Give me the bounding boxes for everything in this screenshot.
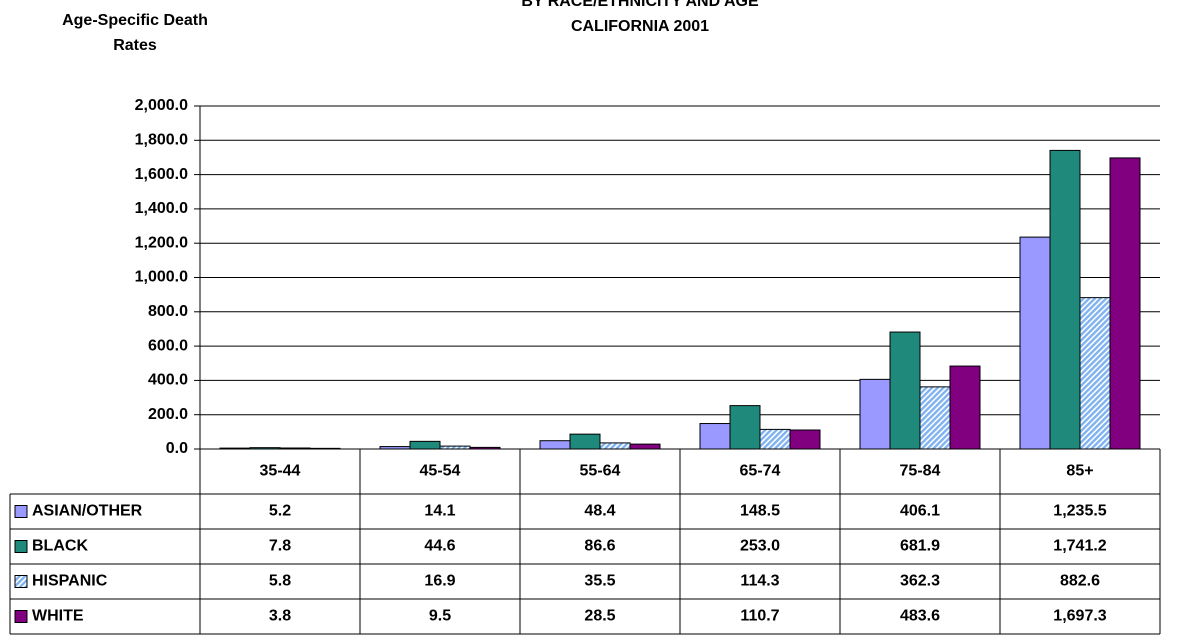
bar [409, 440, 441, 450]
y-tick-label: 400.0 [148, 372, 188, 389]
data-label: 1,741.2 [1053, 538, 1106, 555]
bar [919, 386, 951, 450]
chart-title: BY RACE/ETHNICITY AND AGE [521, 0, 759, 10]
y-tick-label: 1,800.0 [135, 132, 188, 149]
x-tick-label: 65-74 [740, 463, 781, 480]
data-label: 3.8 [269, 608, 291, 625]
legend-swatch [14, 610, 28, 623]
data-label: 44.6 [424, 538, 455, 555]
y-tick-label: 1,000.0 [135, 269, 188, 286]
data-label: 16.9 [424, 573, 455, 590]
bar [1109, 157, 1141, 450]
data-label: 483.6 [900, 608, 940, 625]
bar [789, 429, 821, 450]
bar [1079, 297, 1111, 450]
x-tick-label: 85+ [1066, 463, 1093, 480]
y-tick-label: 0.0 [166, 440, 188, 457]
bar [629, 443, 661, 450]
bar [249, 447, 281, 450]
data-label: 1,235.5 [1053, 503, 1106, 520]
data-label: 28.5 [584, 608, 615, 625]
x-tick-label: 35-44 [260, 463, 301, 480]
data-label: 882.6 [1060, 573, 1100, 590]
data-label: 9.5 [429, 608, 451, 625]
bar [279, 447, 311, 450]
bar [599, 442, 631, 450]
data-label: 14.1 [424, 503, 455, 520]
bar [1019, 236, 1051, 450]
bar [1049, 149, 1081, 450]
data-label: 681.9 [900, 538, 940, 555]
y-axis-label-box: Age-Specific Death Rates [62, 12, 208, 54]
data-label: 1,697.3 [1053, 608, 1106, 625]
data-label: 48.4 [584, 503, 615, 520]
data-label: 35.5 [584, 573, 615, 590]
legend-swatch [14, 540, 28, 553]
y-tick-label: 600.0 [148, 337, 188, 354]
bar [469, 446, 501, 450]
bar [439, 445, 471, 450]
data-label: 7.8 [269, 538, 291, 555]
y-axis-label: Age-Specific Death Rates [62, 12, 208, 54]
bar [729, 405, 761, 450]
bar [699, 423, 731, 450]
legend-label: WHITE [32, 608, 84, 625]
y-tick-label: 200.0 [148, 406, 188, 423]
data-label: 86.6 [584, 538, 615, 555]
bar [379, 446, 411, 450]
y-tick-label: 2,000.0 [135, 97, 188, 114]
y-tick-label: 1,600.0 [135, 166, 188, 183]
y-tick-label: 800.0 [148, 303, 188, 320]
legend-swatch [14, 575, 28, 588]
bar [759, 428, 791, 450]
data-label: 253.0 [740, 538, 780, 555]
data-label: 5.8 [269, 573, 291, 590]
legend-label: HISPANIC [32, 573, 108, 590]
bar [889, 331, 921, 450]
x-tick-label: 45-54 [420, 463, 461, 480]
data-label: 110.7 [740, 608, 779, 625]
data-label: 362.3 [900, 573, 940, 590]
bar [859, 378, 891, 450]
bar [539, 440, 571, 450]
data-label: 5.2 [269, 503, 291, 520]
bar [309, 447, 341, 450]
data-label: 406.1 [900, 503, 940, 520]
legend-label: BLACK [32, 538, 88, 555]
data-label: 114.3 [740, 573, 779, 590]
x-tick-label: 55-64 [580, 463, 621, 480]
data-label: 148.5 [740, 503, 780, 520]
y-tick-label: 1,200.0 [135, 234, 188, 251]
chart-subtitle: CALIFORNIA 2001 [571, 18, 709, 35]
y-tick-label: 1,400.0 [135, 200, 188, 217]
legend-label: ASIAN/OTHER [32, 503, 143, 520]
bar [569, 433, 601, 450]
bar [219, 447, 251, 450]
x-tick-label: 75-84 [900, 463, 941, 480]
bar [949, 365, 981, 450]
legend-swatch [14, 505, 28, 518]
